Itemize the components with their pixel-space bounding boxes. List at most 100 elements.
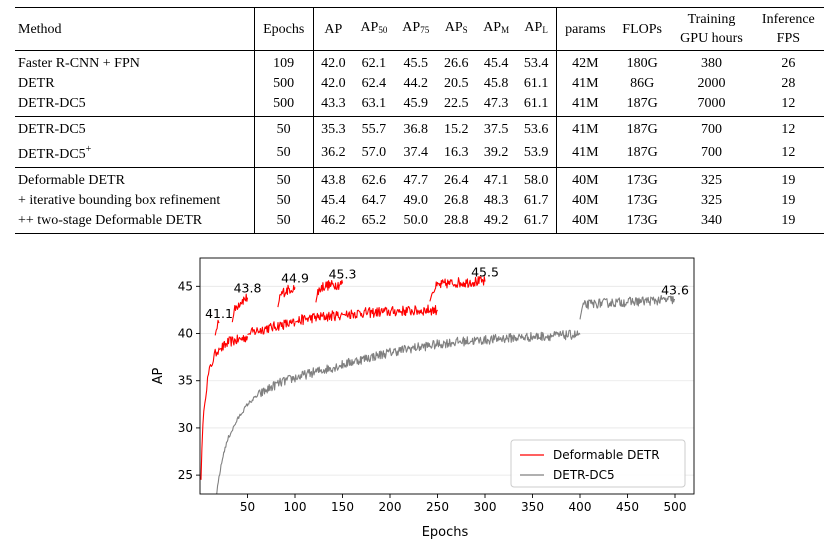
cell-fps: 19: [781, 173, 796, 188]
cell-apl: 61.7: [523, 193, 549, 208]
ap-vs-epochs-chart: 50 100 150 200 250 300 350 400 450 5002530354045 …: [151, 257, 695, 540]
y-tick-label: 30: [178, 421, 193, 435]
series-line-deformable-detr: [214, 319, 220, 336]
cell-method: DETR-DC5: [15, 94, 255, 117]
cell-apl: 53.4: [523, 56, 549, 71]
data-label: 44.9: [281, 270, 309, 285]
series-line-detr-dc5: [216, 329, 581, 494]
data-label: 41.1: [205, 306, 233, 321]
cell-apl: 58.0: [523, 173, 549, 188]
cell-flops: 173G: [626, 193, 658, 208]
results-table: Method Epochs AP AP50 AP75 APS APM APL p…: [15, 7, 824, 234]
cell-method: ++ two-stage Deformable DETR: [15, 211, 255, 234]
cell-fps: 19: [752, 211, 824, 234]
cell-fps: 19: [781, 193, 796, 208]
chart-annotations: 41.143.8 44.9 45.3 45.5 43.6: [205, 265, 689, 322]
cell-flops: 187G: [626, 122, 658, 137]
cell-apm: 47.3: [475, 94, 517, 117]
cell-fps: 28: [781, 76, 796, 91]
cell-ap50: 62.6: [361, 173, 387, 188]
cell-ap75: 37.4: [394, 140, 437, 168]
cell-epochs: 50: [253, 116, 314, 140]
cell-method: Deformable DETR: [15, 168, 254, 192]
x-tick-label: 400: [569, 500, 592, 514]
chart-series: [200, 276, 675, 494]
col-header-inference-fps: Inference FPS: [752, 7, 824, 51]
cell-ap50: 64.7: [361, 193, 387, 208]
cell-ap50: 63.1: [352, 94, 395, 117]
col-header-epochs: Epochs: [253, 7, 314, 51]
cell-ap50: 65.2: [352, 211, 395, 234]
cell-ap75: 44.2: [403, 76, 428, 91]
series-line-deformable-detr: [231, 293, 249, 323]
table-row: + iterative bounding box refinement 50 45.…: [15, 191, 824, 211]
cell-ap: 43.3: [312, 94, 353, 117]
data-label: 43.8: [234, 281, 262, 296]
cell-ap75: 36.8: [403, 122, 428, 137]
cell-flops: 187G: [613, 140, 671, 168]
table-row: DETR 500 42.0 62.4 44.2 20.5 45.8 61.1 41M 86G 200…: [15, 74, 824, 94]
cell-epochs: 50: [253, 211, 314, 234]
cell-train: 700: [700, 122, 722, 137]
cell-ap: 42.0: [312, 74, 353, 94]
cell-epochs: 50: [253, 191, 314, 211]
cell-params: 40M: [555, 191, 614, 211]
cell-params: 41M: [555, 94, 614, 117]
x-axis-label: Epochs: [422, 525, 469, 540]
y-tick-label: 40: [178, 327, 193, 341]
cell-method: + iterative bounding box refinement: [15, 191, 254, 211]
cell-apm: 48.3: [483, 193, 509, 208]
cell-apm: 49.2: [475, 211, 517, 234]
series-line-deformable-detr: [429, 276, 486, 302]
cell-ap75: 45.5: [403, 56, 428, 71]
series-line-detr-dc5: [579, 294, 675, 320]
cell-method: DETR-DC5+: [15, 140, 255, 168]
method-name: DETR: [18, 76, 55, 91]
cell-fps: 12: [781, 122, 796, 137]
cell-fps: 12: [752, 94, 824, 117]
cell-aps: 26.8: [443, 193, 469, 208]
y-tick-label: 35: [178, 374, 193, 388]
cell-ap: 45.4: [312, 191, 353, 211]
series-line-deformable-detr: [218, 334, 249, 352]
cell-params: 42M: [555, 50, 614, 74]
col-header-flops: FLOPs: [613, 7, 671, 51]
cell-epochs: 500: [253, 94, 314, 117]
table-body: Faster R-CNN + FPN 109 42.0 62.1 45.5 26.6 45.…: [15, 50, 824, 234]
legend-label-deformable-detr: Deformable DETR: [553, 448, 660, 462]
cell-ap50: 62.1: [361, 56, 387, 71]
cell-apm: 45.4: [483, 56, 509, 71]
method-name: DETR-DC5: [18, 147, 86, 162]
cell-apl: 61.7: [516, 211, 557, 234]
cell-apm: 39.2: [475, 140, 517, 168]
cell-ap75: 49.0: [403, 193, 428, 208]
cell-ap: 36.2: [312, 140, 353, 168]
cell-aps: 20.5: [443, 76, 469, 91]
cell-apm: 47.1: [483, 173, 509, 188]
cell-train: 340: [670, 211, 753, 234]
cell-method: DETR: [15, 74, 254, 94]
cell-apl: 53.9: [516, 140, 557, 168]
cell-ap75: 45.9: [394, 94, 437, 117]
cell-train: 7000: [670, 94, 753, 117]
cell-aps: 15.2: [443, 122, 469, 137]
cell-aps: 16.3: [436, 140, 476, 168]
cell-params: 41M: [555, 74, 614, 94]
cell-flops: 180G: [626, 56, 658, 71]
cell-train: 700: [670, 140, 753, 168]
table-row: DETR-DC5+ 50 36.2 57.0 37.4 16.3 39.2 53.9 41M 18…: [15, 140, 824, 168]
col-header-method: Method: [15, 7, 255, 51]
method-name: Deformable DETR: [18, 173, 125, 188]
method-superscript: +: [85, 144, 92, 155]
series-line-deformable-detr: [247, 318, 296, 336]
method-name: DETR-DC5: [18, 96, 86, 111]
cell-flops: 187G: [613, 94, 671, 117]
cell-aps: 28.8: [436, 211, 476, 234]
cell-ap50: 62.4: [361, 76, 387, 91]
cell-flops: 86G: [630, 76, 655, 91]
col-header-apl: APL: [516, 7, 557, 51]
cell-params: 40M: [555, 167, 614, 191]
cell-params: 41M: [555, 116, 614, 140]
table-row: ++ two-stage Deformable DETR 50 46.2 65.2 50…: [15, 211, 824, 234]
cell-flops: 173G: [626, 173, 658, 188]
